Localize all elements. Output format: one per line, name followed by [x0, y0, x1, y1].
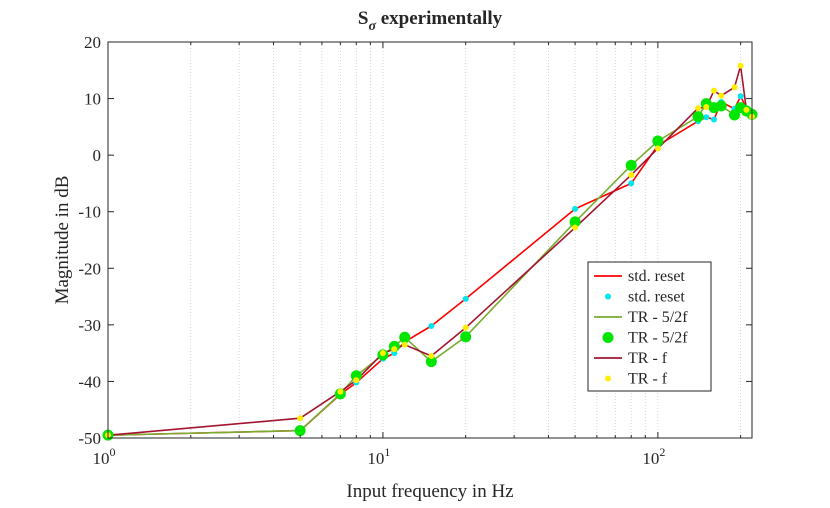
- legend-marker-swatch: [602, 332, 614, 343]
- series-point-1: [428, 322, 435, 329]
- series-point-5: [572, 224, 579, 231]
- series-point-5: [703, 104, 710, 111]
- x-tick-base: 10: [642, 449, 659, 468]
- series-point-5: [743, 106, 750, 113]
- x-tick-label: 102: [642, 445, 665, 468]
- series-point-3: [425, 356, 437, 368]
- x-tick-label: 100: [93, 445, 116, 468]
- series-point-3: [728, 109, 740, 121]
- data-series: [102, 62, 758, 441]
- series-point-5: [628, 171, 635, 178]
- x-tick-exponent: 2: [659, 445, 665, 459]
- series-point-3: [294, 425, 306, 437]
- series-point-5: [353, 377, 360, 384]
- series-point-3: [569, 216, 581, 228]
- y-tick-label: 10: [84, 90, 101, 109]
- x-tick-base: 10: [93, 449, 110, 468]
- series-point-5: [718, 92, 725, 99]
- legend: std. reset std. reset TR - 5/2f TR - 5/2f TR…: [587, 261, 712, 392]
- series-point-5: [731, 84, 738, 91]
- y-tick-label: -40: [78, 372, 101, 391]
- legend-label: TR - 5/2f: [628, 309, 688, 326]
- series-point-5: [391, 346, 398, 353]
- series-point-5: [462, 324, 469, 331]
- y-tick-label: -30: [78, 316, 101, 335]
- legend-label: TR - f: [628, 350, 668, 367]
- legend-label: TR - 5/2f: [628, 330, 688, 347]
- x-tick-label: 101: [367, 445, 390, 468]
- series-point-1: [462, 295, 469, 302]
- legend-box: [587, 261, 712, 392]
- chart-title-main: S: [358, 8, 369, 29]
- legend-label: std. reset: [628, 289, 685, 306]
- legend-label: std. reset: [628, 268, 685, 285]
- y-tick-label: 20: [84, 33, 101, 52]
- y-tick-label: 0: [93, 146, 102, 165]
- series-point-5: [379, 350, 386, 357]
- series-point-3: [460, 331, 472, 343]
- series-point-1: [703, 114, 710, 121]
- series-point-3: [625, 159, 637, 171]
- series-point-1: [710, 116, 717, 123]
- y-tick-label: -10: [78, 203, 101, 222]
- series-point-1: [628, 180, 635, 187]
- series-point-3: [692, 111, 704, 123]
- legend-marker-swatch: [605, 375, 611, 382]
- series-point-5: [297, 415, 304, 422]
- series-point-3: [399, 331, 411, 343]
- y-axis-label: Magnitude in dB: [52, 176, 73, 305]
- legend-label: TR - f: [628, 371, 668, 388]
- series-point-3: [715, 100, 727, 112]
- series-point-5: [737, 62, 744, 69]
- y-tick-label: -50: [78, 429, 101, 448]
- chart-title-rest: experimentally: [376, 8, 503, 29]
- x-tick-base: 10: [367, 449, 384, 468]
- plot-frame: [107, 41, 753, 439]
- x-axis-label: Input frequency in Hz: [346, 481, 513, 502]
- series-point-5: [654, 145, 661, 152]
- x-tick-exponent: 0: [110, 445, 116, 459]
- series-point-5: [337, 388, 344, 395]
- legend-marker-swatch: [605, 293, 611, 300]
- chart-title-subscript: σ: [368, 19, 376, 34]
- series-point-3: [652, 135, 664, 147]
- series-point-3: [350, 370, 362, 382]
- series-point-5: [401, 341, 408, 348]
- y-tick-label: -20: [78, 259, 101, 278]
- x-tick-exponent: 1: [384, 445, 390, 459]
- series-point-1: [737, 93, 744, 100]
- series-point-5: [695, 105, 702, 112]
- series-point-5: [428, 352, 435, 359]
- chart-title: Sσ experimentally: [358, 8, 503, 34]
- series-point-1: [572, 205, 579, 212]
- series-point-5: [710, 87, 717, 94]
